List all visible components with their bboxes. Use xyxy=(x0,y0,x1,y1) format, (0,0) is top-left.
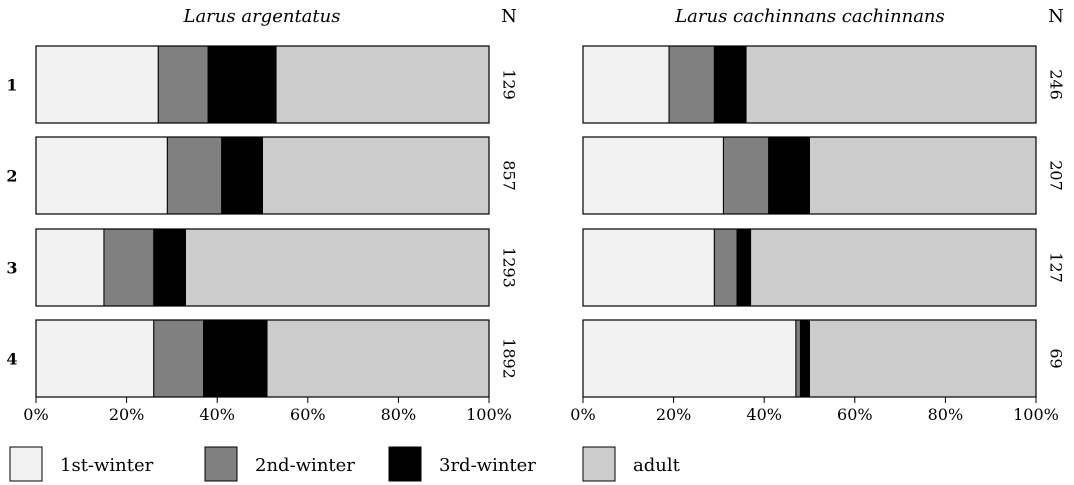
row-label: 4 xyxy=(6,350,17,369)
bar-segment-2nd-winter xyxy=(668,45,715,124)
n-column-label: N xyxy=(1048,6,1064,27)
bar-segment-3rd-winter xyxy=(207,45,277,124)
bar-segment-2nd-winter xyxy=(166,136,223,215)
x-tick-label: 80% xyxy=(928,405,964,424)
x-tick-label: 20% xyxy=(109,405,145,424)
bar-frame xyxy=(582,228,1037,307)
bar-frame xyxy=(582,136,1037,215)
bar-segment-2nd-winter xyxy=(722,136,770,215)
sample-size-label: 246 xyxy=(1047,69,1066,100)
sample-size-label: 129 xyxy=(500,69,519,100)
bar-segment-adult xyxy=(809,136,1037,215)
panel-title: Larus argentatus xyxy=(183,6,341,27)
bar-segment-2nd-winter xyxy=(795,319,801,398)
bar-frame xyxy=(35,136,490,215)
bar-segment-1st-winter xyxy=(35,228,105,307)
sample-size-label: 207 xyxy=(1047,160,1066,191)
bar-segment-3rd-winter xyxy=(799,319,811,398)
legend-label: adult xyxy=(633,455,681,476)
legend-label: 3rd-winter xyxy=(439,455,536,476)
x-tick-label: 0% xyxy=(570,405,595,424)
x-tick-label: 60% xyxy=(290,405,326,424)
bar-segment-3rd-winter xyxy=(221,136,263,215)
x-tick-label: 100% xyxy=(1013,405,1059,424)
x-tick-label: 100% xyxy=(466,405,512,424)
x-tick-label: 20% xyxy=(656,405,692,424)
legend-swatch xyxy=(582,446,616,482)
x-tick-label: 40% xyxy=(199,405,235,424)
legend-swatch xyxy=(388,446,422,482)
bar-segment-2nd-winter xyxy=(153,319,205,398)
x-tick-label: 40% xyxy=(746,405,782,424)
bar-segment-adult xyxy=(745,45,1037,124)
bar-frame xyxy=(35,228,490,307)
sample-size-label: 1892 xyxy=(500,338,519,379)
row-label: 3 xyxy=(6,259,17,278)
sample-size-label: 127 xyxy=(1047,252,1066,283)
bar-segment-1st-winter xyxy=(582,228,715,307)
bar-segment-adult xyxy=(275,45,490,124)
legend-label: 1st-winter xyxy=(60,455,154,476)
legend-label: 2nd-winter xyxy=(255,455,355,476)
bar-segment-1st-winter xyxy=(35,136,168,215)
x-tick-label: 80% xyxy=(381,405,417,424)
bar-segment-adult xyxy=(266,319,490,398)
bar-segment-1st-winter xyxy=(35,45,159,124)
bar-segment-2nd-winter xyxy=(713,228,738,307)
bar-segment-3rd-winter xyxy=(203,319,268,398)
bar-segment-2nd-winter xyxy=(157,45,209,124)
bar-segment-1st-winter xyxy=(582,45,670,124)
bar-segment-1st-winter xyxy=(582,136,724,215)
bar-segment-2nd-winter xyxy=(103,228,155,307)
bar-segment-adult xyxy=(750,228,1037,307)
row-label: 1 xyxy=(6,76,17,95)
bar-segment-1st-winter xyxy=(35,319,155,398)
n-column-label: N xyxy=(501,6,517,27)
sample-size-label: 857 xyxy=(500,160,519,191)
bar-segment-adult xyxy=(809,319,1037,398)
bar-segment-3rd-winter xyxy=(768,136,810,215)
bar-segment-1st-winter xyxy=(582,319,797,398)
panel-title: Larus cachinnans cachinnans xyxy=(674,6,945,27)
bar-frame xyxy=(35,45,490,124)
x-tick-label: 60% xyxy=(837,405,873,424)
x-tick-label: 0% xyxy=(23,405,48,424)
bar-segment-adult xyxy=(262,136,490,215)
bar-segment-3rd-winter xyxy=(153,228,186,307)
bar-segment-adult xyxy=(184,228,490,307)
legend-swatch xyxy=(9,446,43,482)
legend-swatch xyxy=(204,446,238,482)
sample-size-label: 1293 xyxy=(500,247,519,288)
row-label: 2 xyxy=(6,167,17,186)
sample-size-label: 69 xyxy=(1047,348,1066,368)
bar-segment-3rd-winter xyxy=(713,45,747,124)
bar-frame xyxy=(582,45,1037,124)
bar-segment-3rd-winter xyxy=(736,228,752,307)
